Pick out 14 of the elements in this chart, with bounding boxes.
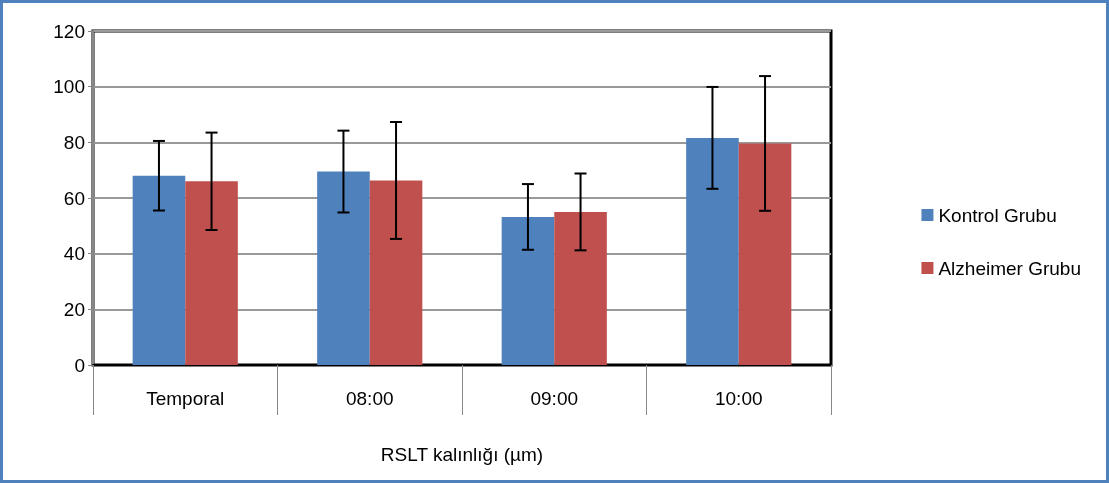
x-tick-label: 08:00: [345, 388, 394, 409]
y-tick-label: 60: [63, 187, 85, 209]
y-tick-label: 80: [63, 131, 85, 153]
x-axis-title: RSLT kalınlığı (µm): [380, 444, 544, 465]
y-tick-label: 40: [63, 243, 85, 265]
x-tick-label: Temporal: [146, 388, 225, 409]
x-tick-label: 09:00: [530, 388, 579, 409]
y-tick-label: 100: [53, 76, 85, 98]
legend-label: Alzheimer Grubu: [938, 257, 1082, 279]
y-tick-label: 120: [53, 20, 85, 42]
y-tick-label: 20: [63, 298, 85, 320]
y-tick-label: 0: [74, 354, 85, 376]
legend-label: Kontrol Grubu: [938, 204, 1057, 226]
x-tick-label: 10:00: [714, 388, 763, 409]
